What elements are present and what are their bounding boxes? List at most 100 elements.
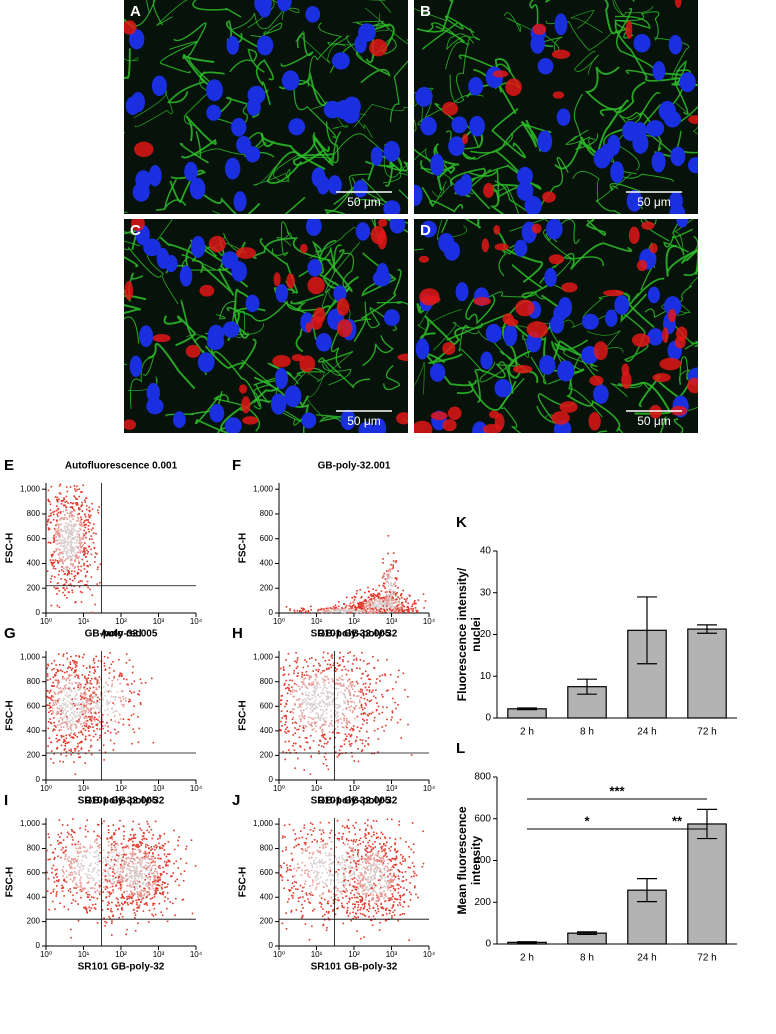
event-dot (314, 708, 316, 710)
event-dot (374, 597, 376, 599)
event-dot (81, 708, 83, 710)
event-dot (116, 710, 118, 712)
event-dot (74, 750, 76, 752)
event-dot (121, 894, 123, 896)
event-dot (80, 889, 82, 891)
event-dot (387, 600, 389, 602)
event-dot (90, 887, 92, 889)
event-dot (319, 696, 321, 698)
event-dot (73, 831, 75, 833)
event-dot (356, 590, 358, 592)
event-dot (329, 738, 331, 740)
event-dot (61, 705, 63, 707)
nucleus (271, 393, 286, 414)
event-dot (370, 604, 372, 606)
event-dot (117, 902, 119, 904)
event-dot (126, 891, 128, 893)
event-dot (140, 901, 142, 903)
y-tick-label: 600 (260, 868, 274, 877)
event-dot (114, 881, 116, 883)
event-dot (345, 725, 347, 727)
event-dot (74, 571, 76, 573)
event-dot (391, 568, 393, 570)
event-dot (321, 672, 323, 674)
event-dot (140, 842, 142, 844)
nucleus (332, 52, 350, 69)
event-dot (59, 557, 61, 559)
event-dot (52, 705, 54, 707)
event-dot (362, 601, 364, 603)
event-dot (285, 741, 287, 743)
event-dot (110, 861, 112, 863)
event-dot (164, 849, 166, 851)
red-particle (337, 298, 349, 316)
event-dot (166, 886, 168, 888)
nucleus (582, 314, 599, 330)
event-dot (60, 484, 62, 486)
event-dot (407, 606, 409, 608)
event-dot (75, 666, 77, 668)
event-dot (122, 856, 124, 858)
event-dot (52, 730, 54, 732)
event-dot (62, 511, 64, 513)
event-dot (133, 713, 135, 715)
event-dot (323, 681, 325, 683)
event-dot (74, 867, 76, 869)
y-tick-label: 800 (27, 677, 41, 686)
event-dot (121, 858, 123, 860)
event-dot (125, 934, 127, 936)
nucleus (469, 116, 485, 137)
event-dot (88, 870, 90, 872)
event-dot (72, 668, 74, 670)
nucleus (420, 117, 436, 136)
event-dot (112, 712, 114, 714)
event-dot (342, 679, 344, 681)
event-dot (354, 827, 356, 829)
event-dot (63, 497, 65, 499)
event-dot (156, 846, 158, 848)
event-dot (82, 510, 84, 512)
event-dot (59, 724, 61, 726)
event-dot (66, 755, 68, 757)
event-dot (59, 535, 61, 537)
event-dot (318, 744, 320, 746)
event-dot (60, 690, 62, 692)
event-dot (66, 597, 68, 599)
event-dot (74, 485, 76, 487)
event-dot (142, 873, 144, 875)
event-dot (136, 872, 138, 874)
event-dot (80, 591, 82, 593)
nucleus (653, 61, 666, 80)
red-particle (396, 412, 412, 424)
event-dot (160, 873, 162, 875)
event-dot (119, 904, 121, 906)
event-dot (77, 566, 79, 568)
event-dot (398, 601, 400, 603)
event-dot (353, 725, 355, 727)
event-dot (353, 659, 355, 661)
event-dot (323, 679, 325, 681)
event-dot (128, 847, 130, 849)
event-dot (98, 707, 100, 709)
event-dot (68, 678, 70, 680)
event-dot (98, 880, 100, 882)
event-dot (348, 734, 350, 736)
event-dot (154, 862, 156, 864)
event-dot (122, 696, 124, 698)
event-dot (289, 865, 291, 867)
event-dot (127, 904, 129, 906)
y-tick-label: 400 (27, 892, 41, 901)
event-dot (114, 710, 116, 712)
red-particle (505, 78, 522, 96)
event-dot (80, 687, 82, 689)
event-dot (154, 871, 156, 873)
event-dot (288, 684, 290, 686)
event-dot (300, 710, 302, 712)
event-dot (108, 702, 110, 704)
event-dot (313, 728, 315, 730)
event-dot (324, 743, 326, 745)
event-dot (67, 558, 69, 560)
event-dot (54, 576, 56, 578)
event-dot (325, 759, 327, 761)
event-dot (285, 659, 287, 661)
